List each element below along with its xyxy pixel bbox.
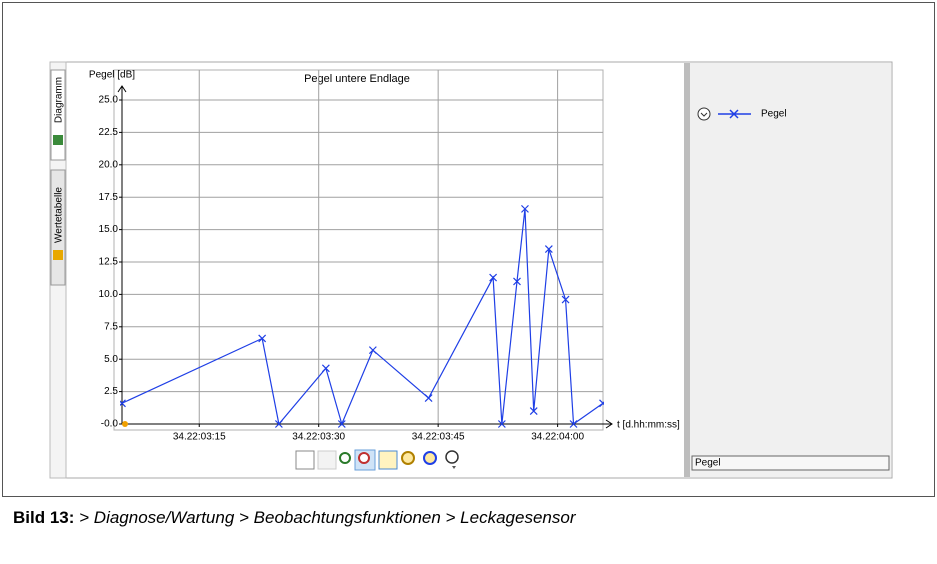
x-tick-label: 34.22:03:15: [173, 432, 226, 443]
tool-button[interactable]: [423, 451, 437, 465]
side-panel: [690, 63, 891, 477]
y-tick-label: 10.0: [99, 289, 119, 300]
caption-label: Bild 13:: [13, 508, 75, 527]
tool-dropdown[interactable]: [452, 466, 456, 469]
data-point: [599, 399, 604, 408]
data-point: [521, 204, 529, 213]
data-point: [529, 407, 538, 415]
tool-button[interactable]: [445, 450, 459, 464]
x-tick-label: 34.22:03:30: [292, 432, 345, 443]
y-tick-label: 5.0: [104, 354, 118, 365]
data-point: [368, 346, 377, 355]
toolbar: [295, 449, 459, 471]
y-tick-label: 25.0: [99, 95, 119, 106]
x-axis-arrow: [605, 419, 613, 429]
tool-icon: [358, 452, 370, 464]
y-tick-label: 12.5: [99, 257, 119, 268]
y-tick-label: 15.0: [99, 224, 119, 235]
y-axis-arrow: [117, 85, 127, 93]
text-field-value: Pegel: [695, 458, 721, 469]
x-tick-label: 34.22:03:45: [412, 432, 465, 443]
x-axis-label: t [d.hh:mm:ss]: [617, 420, 680, 431]
data-point: [569, 420, 578, 428]
data-point: [544, 245, 553, 253]
data-point: [120, 399, 126, 408]
legend-toggle[interactable]: [697, 107, 711, 121]
caption-text: > Diagnose/Wartung > Beobachtungsfunktio…: [79, 508, 576, 527]
screenshot: Diagramm Wertetabelle Pegel untere Endla…: [2, 2, 935, 497]
plot-frame: [113, 69, 604, 431]
tool-button[interactable]: [401, 451, 415, 465]
data-point: [258, 334, 267, 343]
y-tick-label: 17.5: [99, 192, 119, 203]
chart-title: Pegel untere Endlage: [304, 73, 410, 85]
data-point: [489, 273, 498, 282]
legend-marker: [729, 109, 739, 119]
legend-label: Pegel: [761, 109, 787, 120]
y-tick-label: 20.0: [99, 159, 119, 170]
data-point: [561, 295, 570, 304]
tool-button[interactable]: [317, 450, 337, 470]
tool-button[interactable]: [295, 450, 315, 470]
data-point: [513, 277, 521, 286]
data-point: [274, 420, 283, 428]
tab-label[interactable]: Diagramm: [54, 77, 65, 123]
x-tick-label: 34.22:04:00: [531, 432, 584, 443]
tab-label[interactable]: Wertetabelle: [54, 187, 65, 243]
tab-icon: [53, 135, 63, 145]
y-tick-label: 2.5: [104, 386, 118, 397]
legend-toggle-icon: [700, 112, 708, 117]
y-axis-label: Pegel [dB]: [89, 70, 135, 81]
data-line: [121, 208, 604, 426]
tool-button[interactable]: [339, 452, 351, 464]
cursor-marker: [122, 421, 128, 427]
y-tick-label: -0.0: [101, 419, 119, 430]
tool-button[interactable]: [378, 450, 398, 470]
data-point: [321, 364, 330, 373]
data-point: [497, 420, 506, 428]
data-point: [337, 420, 346, 428]
figure-frame: [2, 2, 935, 497]
y-tick-label: 22.5: [99, 127, 119, 138]
data-point: [424, 394, 433, 403]
text-field[interactable]: [691, 455, 890, 471]
tab-icon: [53, 250, 63, 260]
caption: Bild 13: > Diagnose/Wartung > Beobachtun…: [13, 508, 575, 528]
y-tick-label: 7.5: [104, 321, 118, 332]
splitter[interactable]: [684, 63, 690, 477]
